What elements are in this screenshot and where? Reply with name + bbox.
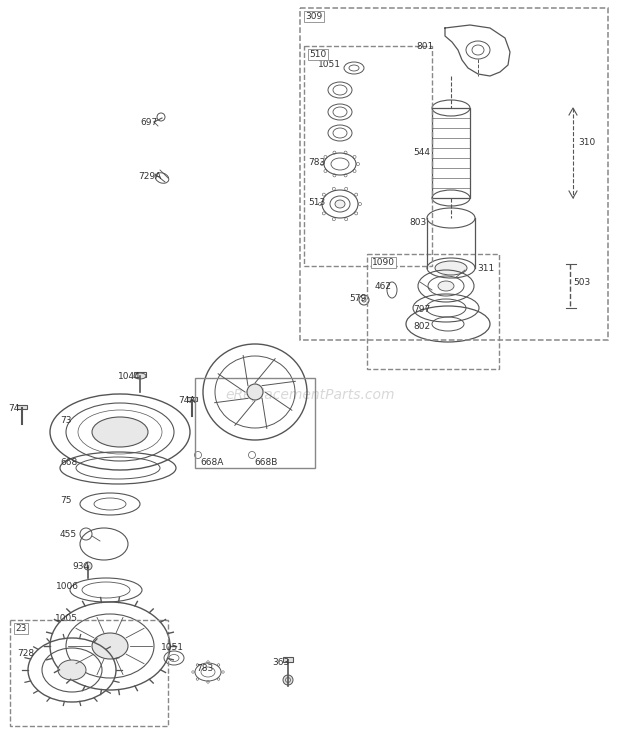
Bar <box>283 657 293 662</box>
Bar <box>300 8 608 340</box>
Bar <box>17 405 27 409</box>
Text: 309: 309 <box>305 12 322 21</box>
Text: 310: 310 <box>578 138 595 147</box>
Text: 783: 783 <box>308 158 326 167</box>
Text: 1005: 1005 <box>55 614 78 623</box>
Text: 668A: 668A <box>200 458 223 467</box>
Ellipse shape <box>335 200 345 208</box>
Text: 801: 801 <box>416 42 433 51</box>
Text: 579: 579 <box>349 294 366 303</box>
Text: 1051: 1051 <box>161 643 184 652</box>
Text: 1044: 1044 <box>118 372 141 381</box>
Ellipse shape <box>92 633 128 659</box>
Text: 802: 802 <box>413 322 430 331</box>
Text: 513: 513 <box>308 198 326 207</box>
Circle shape <box>283 675 293 685</box>
Ellipse shape <box>92 417 148 447</box>
Text: 503: 503 <box>573 278 590 287</box>
Ellipse shape <box>438 281 454 291</box>
Ellipse shape <box>58 660 86 680</box>
Text: 363: 363 <box>272 658 290 667</box>
Text: 510: 510 <box>309 50 326 59</box>
Bar <box>304 46 432 266</box>
Text: 1090: 1090 <box>372 258 395 267</box>
Text: 455: 455 <box>60 530 77 539</box>
Text: 697: 697 <box>140 118 157 127</box>
Text: eReplacementParts.com: eReplacementParts.com <box>225 388 395 402</box>
Text: 1006: 1006 <box>56 582 79 591</box>
Circle shape <box>247 384 263 400</box>
Bar <box>10 620 168 726</box>
Text: 75: 75 <box>60 496 71 505</box>
Text: 728: 728 <box>17 649 34 658</box>
Text: 1051: 1051 <box>318 60 341 69</box>
Ellipse shape <box>134 373 146 379</box>
Text: 797: 797 <box>413 305 430 314</box>
Bar <box>187 397 197 401</box>
Circle shape <box>84 562 92 570</box>
Text: 23: 23 <box>15 624 27 633</box>
Text: 74A: 74A <box>178 396 195 405</box>
Ellipse shape <box>435 261 467 275</box>
Text: 462: 462 <box>375 282 392 291</box>
Text: 544: 544 <box>413 148 430 157</box>
Bar <box>432 108 470 198</box>
Bar <box>134 372 146 377</box>
Text: 729A: 729A <box>138 172 161 181</box>
Text: 668B: 668B <box>254 458 277 467</box>
Text: 783: 783 <box>196 664 213 673</box>
Bar <box>367 254 499 369</box>
Text: 668: 668 <box>60 458 78 467</box>
Bar <box>195 378 315 468</box>
Text: 74: 74 <box>8 404 19 413</box>
Text: 934: 934 <box>72 562 89 571</box>
Text: 73: 73 <box>60 416 71 425</box>
Text: 803: 803 <box>409 218 427 227</box>
Text: 311: 311 <box>477 264 494 273</box>
